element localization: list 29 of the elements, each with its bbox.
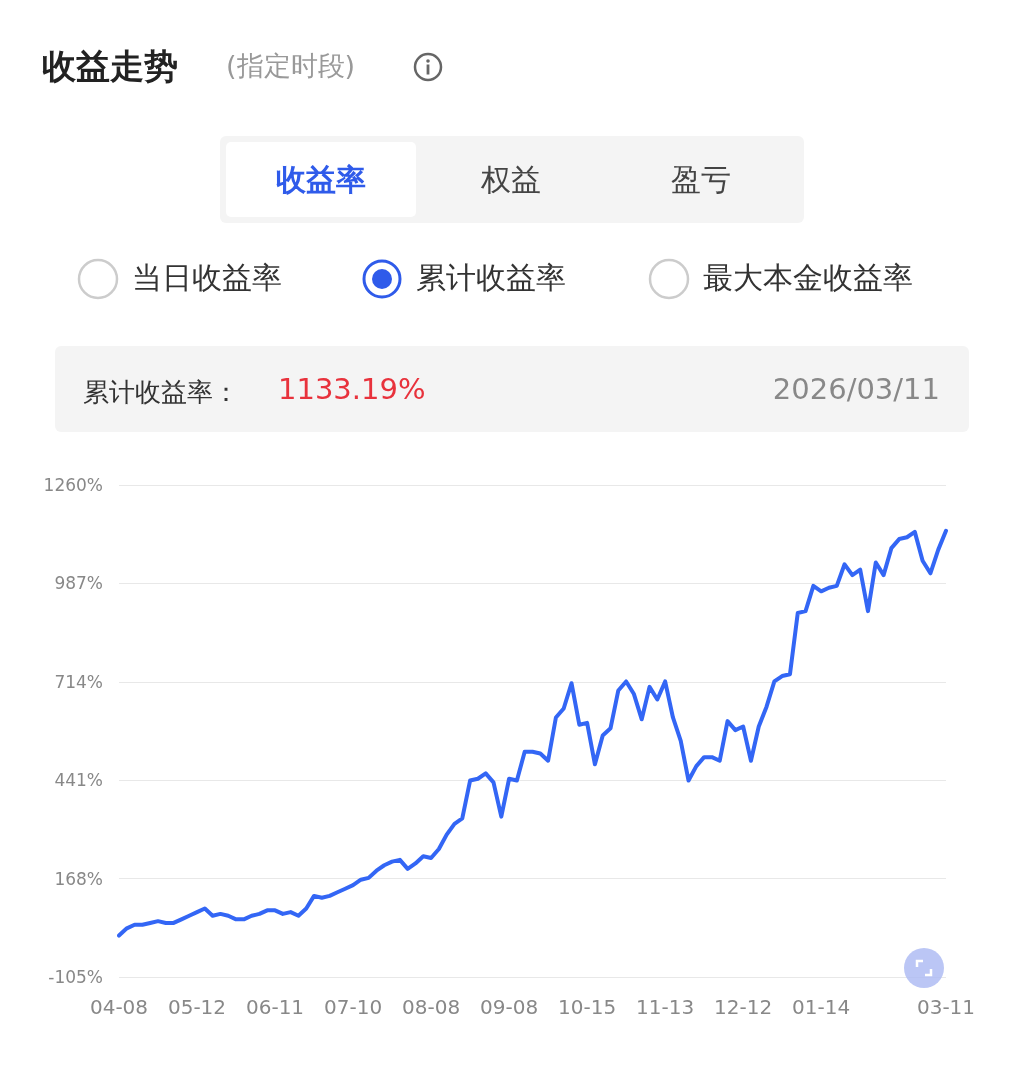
text: 当日收益率 — [132, 259, 282, 297]
text: 最大本金收益率 — [703, 259, 913, 297]
y-tick-label: 987% — [54, 573, 103, 594]
x-tick-label: 08-08 — [402, 995, 461, 1019]
y-tick-label: 168% — [54, 868, 103, 889]
y-tick-label: 714% — [54, 671, 103, 692]
y-tick-label: 1260% — [43, 475, 103, 495]
x-tick-label: 01-14 — [792, 995, 851, 1019]
y-tick-label: -105% — [48, 967, 103, 987]
y-tick-label: 441% — [54, 770, 103, 791]
x-tick-label: 07-10 — [323, 995, 383, 1019]
line-series — [117, 528, 948, 938]
chart-subtitle: (指定时段) — [226, 49, 356, 83]
chart-title: 收益走势 — [42, 45, 178, 88]
text: 累计收益率 — [416, 259, 566, 297]
text: 累计收益率： — [83, 376, 239, 409]
x-tick-label: 06-11 — [245, 995, 305, 1019]
text: 盈亏 — [670, 161, 732, 199]
x-tick-label: 03-11 — [916, 995, 976, 1019]
text: 2026/03/11 — [772, 372, 940, 406]
text: 收益率 — [275, 161, 367, 199]
text: 权益 — [480, 161, 542, 199]
x-tick-label: 09-08 — [480, 995, 539, 1019]
x-tick-label: 12-12 — [714, 995, 773, 1019]
x-tick-label: 05-12 — [167, 995, 227, 1019]
x-tick-label: 04-08 — [89, 995, 149, 1019]
x-tick-label: 11-13 — [636, 995, 695, 1019]
text: 1133.19% — [278, 372, 426, 406]
x-tick-label: 10-15 — [558, 995, 617, 1019]
